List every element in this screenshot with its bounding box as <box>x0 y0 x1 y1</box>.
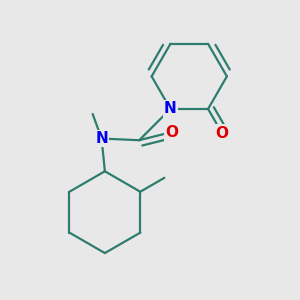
Text: N: N <box>164 101 177 116</box>
Text: O: O <box>165 124 178 140</box>
Text: O: O <box>215 126 229 141</box>
Text: N: N <box>95 131 108 146</box>
